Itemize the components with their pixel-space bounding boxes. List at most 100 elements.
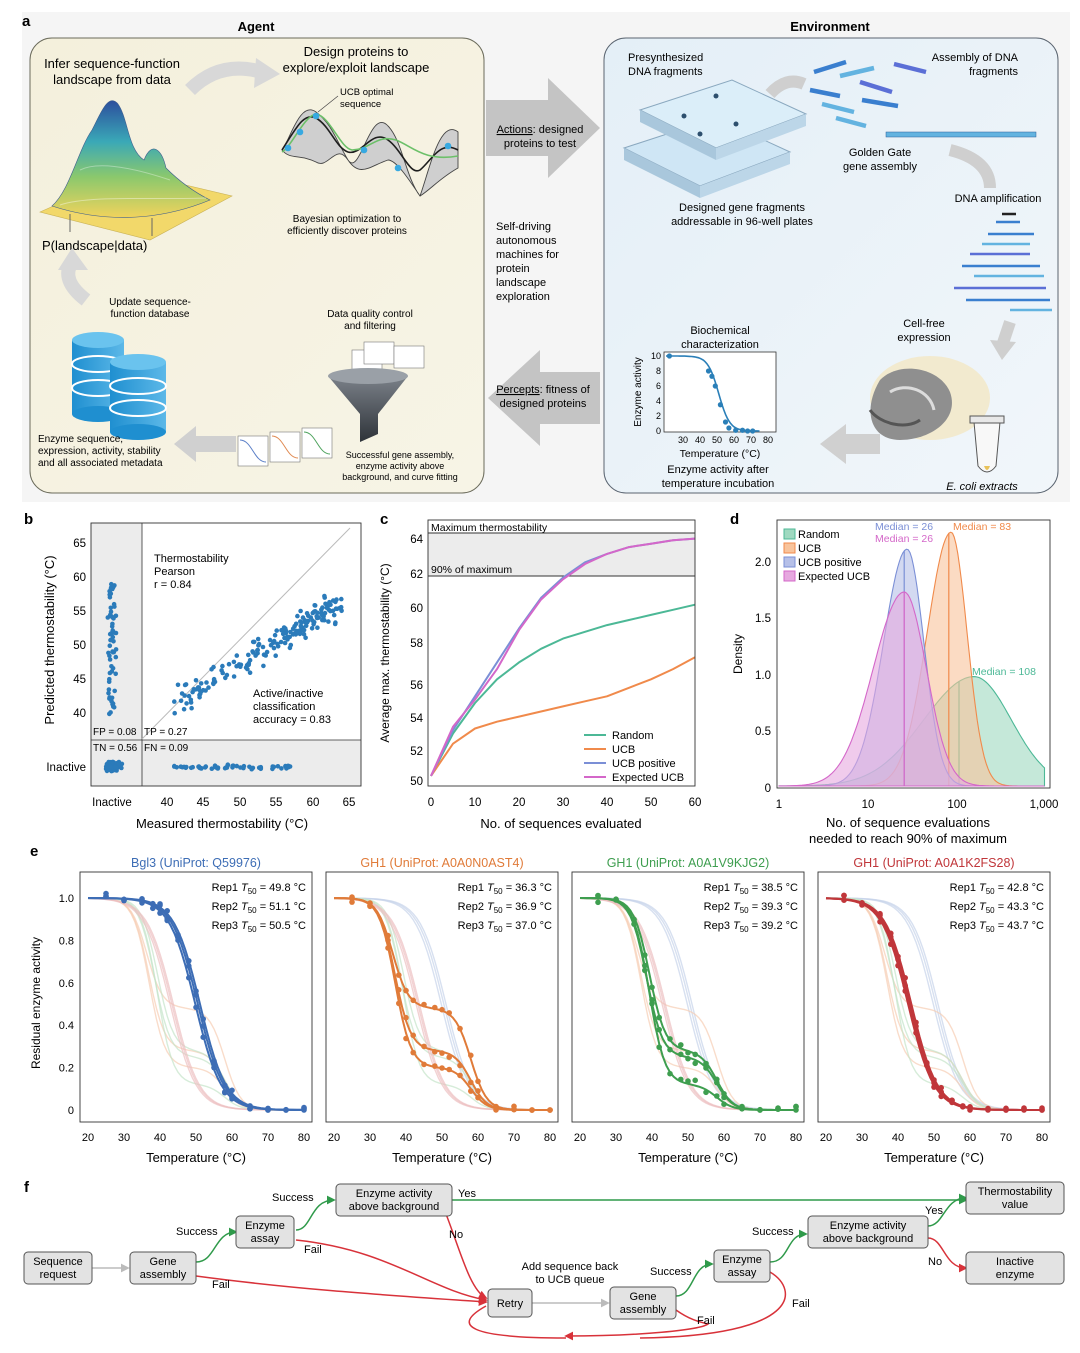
e-point [150, 900, 156, 907]
e-point [457, 1062, 463, 1069]
e-rep-label: Rep3 T50 = 50.5 °C [212, 920, 306, 934]
b-point-fn [250, 765, 256, 771]
e-xtick: 40 [154, 1132, 166, 1144]
e-point [349, 894, 355, 900]
flow-enzyme2-1: Enzyme [722, 1254, 762, 1266]
assembly-line-1: Assembly of DNA [932, 52, 1019, 64]
flow-label-fail-3: Fail [792, 1298, 810, 1310]
b-point-active [255, 636, 261, 642]
actions-label-2: proteins to test [504, 138, 576, 150]
e-xtick: 40 [400, 1132, 412, 1144]
b-tn: TN = 0.56 [93, 743, 138, 754]
flow-assay2-success [769, 1229, 808, 1263]
e-point [877, 912, 883, 918]
inset-xtick-50: 50 [712, 435, 722, 445]
e-point [931, 1080, 937, 1086]
flow-box-above-background-2 [807, 1215, 929, 1249]
flow-label-success-3: Success [650, 1266, 692, 1278]
e-rep-name: Rep1 [950, 882, 979, 894]
panel-d: d 0 0.5 1.0 1.5 2.0 1 10 100 1,000 Densi… [730, 511, 1058, 846]
b-acc-3: accuracy = 0.83 [253, 714, 331, 726]
flow-box-gene-assembly [129, 1251, 197, 1285]
e-rep-name: Rep2 [458, 901, 487, 913]
e-point [446, 1066, 453, 1073]
e-point [703, 1089, 709, 1096]
e-xtick: 80 [298, 1132, 310, 1144]
e-point [468, 1088, 474, 1094]
e-xtick: 30 [610, 1132, 622, 1144]
e-rep-sub: 50 [248, 887, 257, 896]
b-point-active [238, 664, 243, 669]
e-xtick: 20 [820, 1132, 832, 1144]
b-xtick-55: 55 [270, 797, 283, 809]
panel-d-xlabel-2: needed to reach 90% of maximum [809, 831, 1007, 846]
b-point-fn [188, 765, 194, 771]
tube-icon [969, 415, 1005, 473]
d-ytick-1.5: 1.5 [755, 613, 771, 625]
e-point [656, 1026, 662, 1033]
b-point-fp [109, 664, 114, 669]
flow-enzyme-2: assay [251, 1233, 280, 1245]
panel-e-ylabel: Residual enzyme activity [29, 937, 43, 1069]
self-driving-line-5: landscape [496, 277, 546, 289]
b-point-active [264, 649, 270, 655]
b-point-active [326, 619, 331, 624]
d-legend-swatch-ucb [783, 542, 796, 554]
b-ytick-60: 60 [73, 572, 86, 584]
e-point [139, 897, 145, 903]
e-rep-t: T [241, 901, 249, 913]
assembly-line-2: fragments [969, 66, 1018, 78]
e-xtick: 40 [892, 1132, 904, 1144]
posterior-label: P(landscape|data) [42, 238, 147, 253]
e-rep-name: Rep1 [458, 882, 487, 894]
b-point-active [179, 691, 185, 696]
b-point-tn [108, 764, 113, 769]
e-rep-name: Rep3 [950, 920, 979, 932]
b-point-active [330, 598, 336, 603]
inset-ylabel: Enzyme activity [633, 357, 644, 426]
flow-gene2-success [675, 1259, 714, 1297]
actions-rest: : designed [533, 124, 584, 136]
b-point-active [206, 685, 211, 690]
e-point [685, 1078, 691, 1084]
e-frame [571, 871, 805, 1123]
b-point-active [297, 628, 303, 633]
infer-arrowhead [254, 58, 280, 88]
panel-b-yticks: 40 45 50 55 60 65 Inactive [46, 538, 86, 774]
flow-enzyme-1: Enzyme [245, 1220, 285, 1232]
panel-a: a Agent Environment Actions: designed pr… [22, 12, 1070, 502]
e-point [468, 1052, 474, 1059]
flow-label-fail-2: Fail [212, 1279, 230, 1291]
e-rep-name: Rep2 [950, 901, 979, 913]
e-point [888, 930, 894, 937]
b-point-active [220, 663, 225, 669]
e-rep-value: = 37.0 °C [503, 920, 552, 932]
c-ytick-50: 50 [410, 776, 423, 788]
e-rep-sub: 50 [494, 906, 503, 915]
e-point [468, 1079, 474, 1086]
e-subplot-1: Bgl3 (UniProt: Q59976)Rep1 T50 = 49.8 °C… [59, 856, 313, 1165]
expression-arrowhead [990, 340, 1016, 360]
inset-ytick-4: 4 [656, 396, 661, 406]
e-point [432, 1049, 438, 1055]
d-legend-ucb-positive: UCB positive [798, 557, 862, 569]
e-point [714, 1093, 720, 1099]
e-rep-sub: 50 [986, 925, 995, 934]
e-point [642, 962, 648, 969]
cellfree-line-2: expression [897, 332, 950, 344]
d-ytick-1.0: 1.0 [755, 670, 771, 682]
e-point [175, 937, 181, 943]
flow-label-fail-4: Fail [697, 1315, 715, 1327]
b-point-fn [258, 766, 264, 772]
e-xtick: 80 [790, 1132, 802, 1144]
e-rep-label: Rep3 T50 = 43.7 °C [950, 920, 1044, 934]
e-point [775, 1106, 781, 1112]
e-xlabel: Temperature (°C) [392, 1150, 492, 1165]
panel-d-medians: Median = 26 Median = 26 Median = 83 Medi… [875, 521, 1036, 678]
e-rep-t: T [733, 882, 741, 894]
inset-xticks: 30 40 50 60 70 80 [678, 435, 773, 445]
percepts-word: Percepts [496, 384, 540, 396]
design-line-2: explore/exploit landscape [283, 60, 430, 75]
e-point [692, 1051, 698, 1058]
